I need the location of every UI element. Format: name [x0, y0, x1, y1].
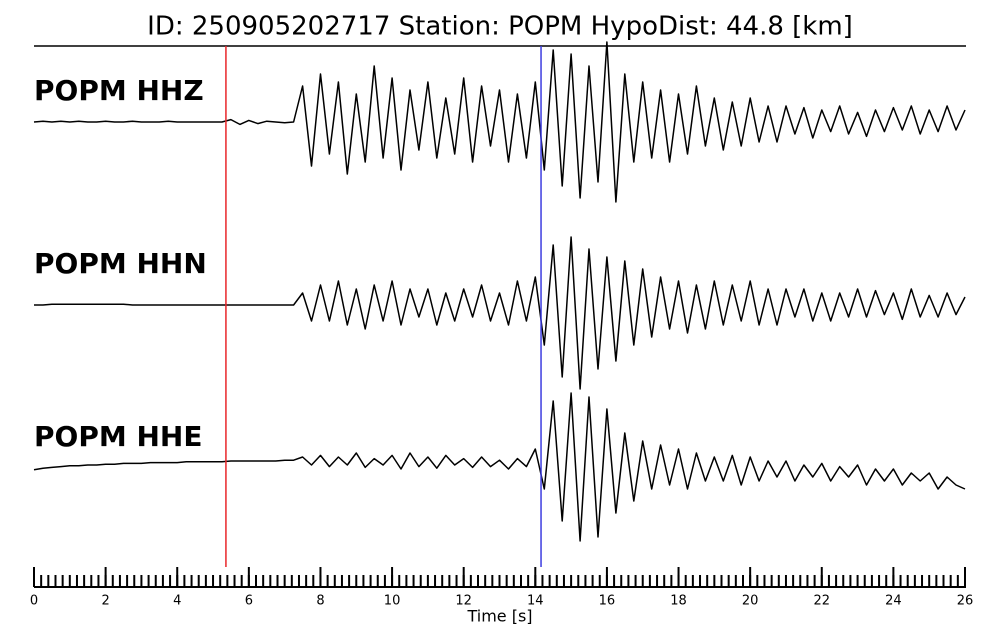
- x-tick-label: 20: [742, 594, 759, 609]
- x-tick-label: 0: [30, 594, 38, 609]
- x-tick-label: 4: [173, 594, 181, 609]
- chart-title: ID: 250905202717 Station: POPM HypoDist:…: [147, 12, 853, 42]
- x-tick-label: 16: [599, 594, 616, 609]
- waveform: [34, 236, 966, 390]
- x-tick-label: 24: [885, 594, 902, 609]
- x-tick-label: 14: [527, 594, 544, 609]
- x-tick-label: 10: [384, 594, 401, 609]
- x-tick-label: 2: [101, 594, 109, 609]
- x-tick-label: 6: [245, 594, 253, 609]
- x-tick-label: 26: [957, 594, 974, 609]
- waveform: [33, 392, 966, 542]
- trace-label: POPM HHE: [34, 420, 202, 453]
- x-tick-label: 18: [670, 594, 687, 609]
- x-tick-label: 12: [455, 594, 472, 609]
- trace-label: POPM HHZ: [34, 74, 204, 107]
- trace-label: POPM HHN: [34, 247, 207, 280]
- x-axis-label: Time [s]: [466, 607, 532, 626]
- waveform: [33, 41, 966, 203]
- x-tick-label: 8: [316, 594, 324, 609]
- x-tick-label: 22: [813, 594, 830, 609]
